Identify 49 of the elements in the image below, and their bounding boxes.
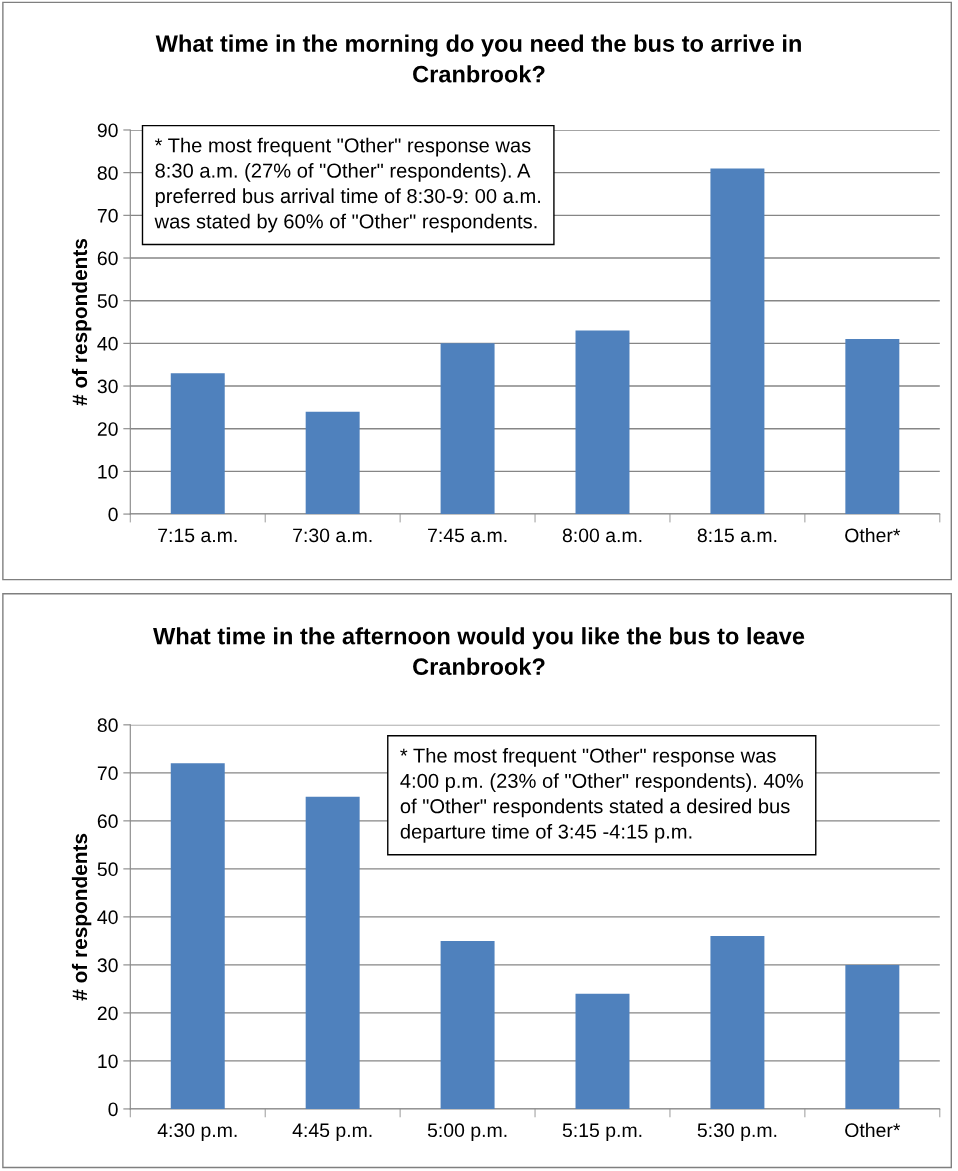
y-tick-label: 90 <box>97 123 118 138</box>
x-tick-label: 7:15 a.m. <box>158 528 237 543</box>
bar <box>170 763 225 1109</box>
x-tick-label: 5:00 p.m. <box>427 1123 507 1141</box>
annotation: * The most frequent "Other" response was 4:00 p.m. (23% of "Other" respondents). 40% of "Other" respondents stated a desired bus departure time of 3:45 -4:15 p.m. <box>400 747 803 843</box>
x-tick-label: 7:45 a.m. <box>428 528 507 543</box>
y-axis-title: # of respondents <box>71 833 92 1001</box>
bar <box>170 373 225 515</box>
bar <box>440 343 495 515</box>
y-tick-label: 20 <box>97 422 118 436</box>
y-tick-label: 10 <box>98 1054 118 1069</box>
y-tick-label: 0 <box>108 1102 118 1117</box>
chart-title: What time in the morning do you need the bus to arrive in Cranbrook? <box>155 34 801 83</box>
y-tick-label: 50 <box>97 862 118 877</box>
x-tick-label: 8:00 a.m. <box>562 528 642 543</box>
chart-title: What time in the afternoon would you like the bus to leave Cranbrook? <box>153 627 805 676</box>
bar <box>845 964 900 1109</box>
x-tick-label: 4:45 p.m. <box>292 1123 372 1141</box>
y-tick-label: 70 <box>97 208 118 223</box>
y-tick-label: 60 <box>97 251 118 266</box>
annotation: * The most frequent "Other" response was 8:30 a.m. (27% of "Other" respondents). A preferred bus arrival time of 8:30-9: 00 a.m. was stated by 60% of "Other" respondents. <box>154 137 541 233</box>
bar <box>305 796 360 1109</box>
y-tick-label: 0 <box>108 507 118 522</box>
y-tick-label: 40 <box>97 910 118 925</box>
y-tick-label: 80 <box>97 166 118 180</box>
bar <box>575 330 630 515</box>
y-tick-label: 40 <box>97 336 118 351</box>
x-tick-label: 5:15 p.m. <box>562 1123 642 1141</box>
y-tick-label: 50 <box>97 294 118 308</box>
y-tick-label: 60 <box>97 814 118 829</box>
y-axis-title: # of respondents <box>71 238 92 406</box>
bar <box>845 339 900 515</box>
y-tick-label: 20 <box>97 1006 118 1021</box>
x-tick-label: 5:30 p.m. <box>697 1123 777 1141</box>
y-tick-label: 70 <box>97 766 118 781</box>
x-tick-label: Other* <box>845 1122 901 1138</box>
y-tick-label: 30 <box>97 958 118 973</box>
x-tick-label: 8:15 a.m. <box>697 528 777 543</box>
bar <box>710 936 765 1109</box>
x-tick-label: 7:30 a.m. <box>293 528 372 543</box>
y-tick-label: 80 <box>97 718 118 733</box>
y-tick-label: 30 <box>97 379 118 394</box>
bar <box>575 993 630 1109</box>
x-tick-label: 4:30 p.m. <box>157 1123 237 1141</box>
bar <box>440 940 495 1109</box>
x-tick-label: Other* <box>845 527 901 543</box>
bar <box>710 168 765 515</box>
y-tick-label: 10 <box>98 464 118 479</box>
bar <box>305 411 360 515</box>
